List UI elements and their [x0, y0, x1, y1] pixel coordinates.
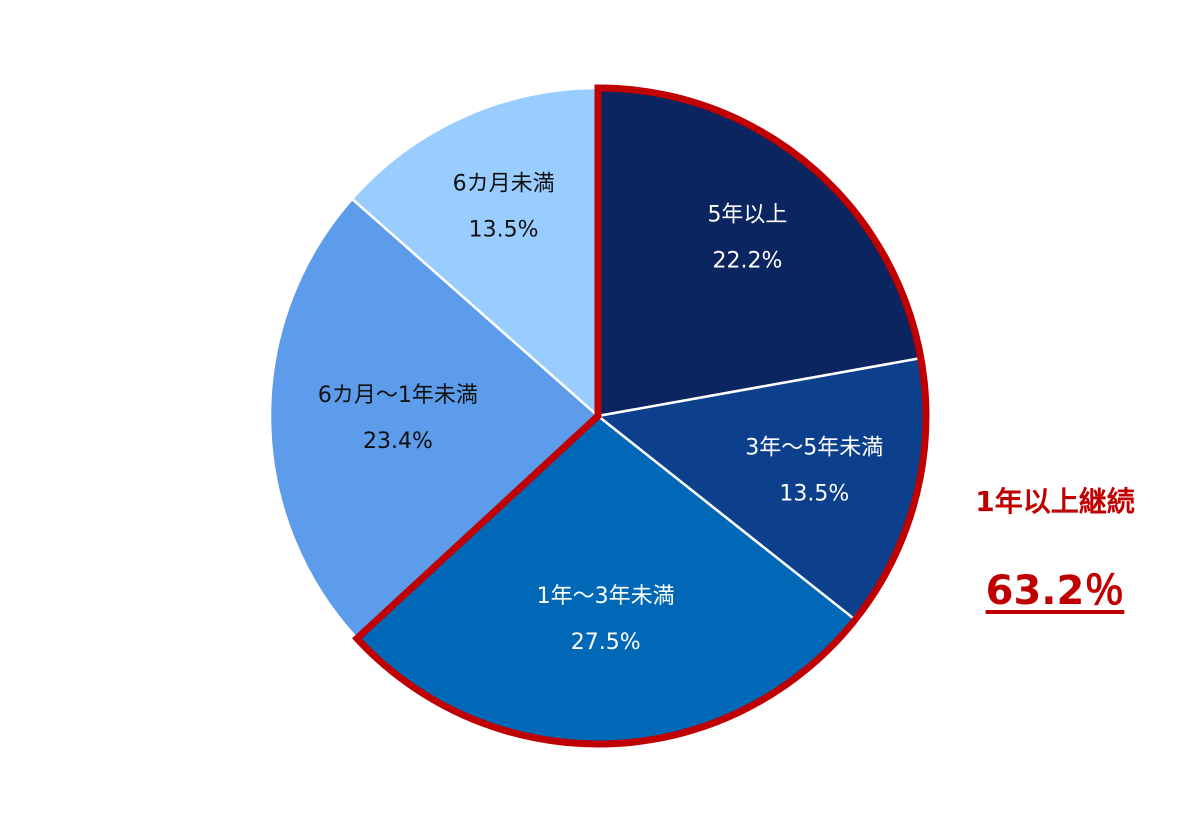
slice-label: 1年～3年未満 [537, 584, 675, 609]
highlight-annotation-value: 63.2％ [985, 568, 1125, 614]
pie-slice [350, 86, 600, 419]
slice-value-label: 13.5% [469, 218, 539, 243]
slice-label: 5年以上 [707, 202, 787, 227]
slice-label: 6カ月未満 [453, 172, 555, 197]
slice-label: 6カ月～1年未満 [318, 383, 478, 408]
highlight-annotation-title: 1年以上継続 [975, 485, 1135, 518]
pie-slice [268, 197, 600, 641]
slice-label: 3年～5年未満 [745, 435, 883, 460]
highlight-outline [352, 84, 930, 748]
slice-value-label: 27.5% [571, 630, 641, 655]
slice-value-label: 23.4% [363, 429, 433, 454]
slice-value-label: 13.5% [779, 481, 849, 506]
slice-value-label: 22.2% [712, 248, 782, 273]
